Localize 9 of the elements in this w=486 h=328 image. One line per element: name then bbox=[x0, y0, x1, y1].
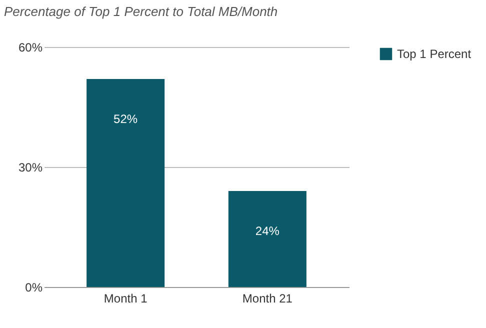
data-label: 24% bbox=[255, 224, 280, 238]
y-tick-label: 0% bbox=[25, 280, 43, 294]
y-tick-label: 30% bbox=[18, 160, 43, 174]
data-label: 52% bbox=[114, 112, 138, 126]
chart-title: Percentage of Top 1 Percent to Total MB/Month bbox=[4, 4, 278, 19]
y-tick-label: 60% bbox=[18, 40, 43, 54]
x-tick-label: Month 21 bbox=[242, 292, 293, 306]
x-tick-label: Month 1 bbox=[104, 292, 148, 306]
legend-label: Top 1 Percent bbox=[397, 47, 472, 61]
